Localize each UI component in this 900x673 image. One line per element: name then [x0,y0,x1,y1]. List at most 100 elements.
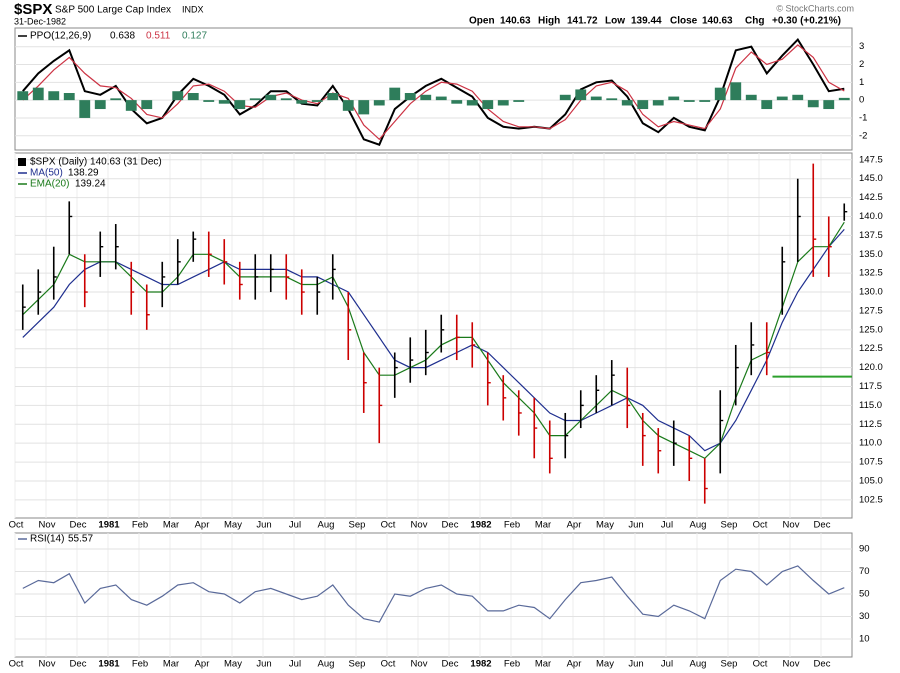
histogram-bar [110,98,122,101]
legend-title: PPO(12,26,9) [30,31,91,42]
histogram-bar [32,87,44,101]
histogram-bar [606,98,618,101]
x-tick-label: Jun [628,520,643,531]
y-tick-label: 120.0 [859,362,883,373]
x-tick-label: Aug [318,520,335,531]
histogram-bar [621,100,633,106]
histogram-bar [420,94,432,101]
x-tick-label: Sep [349,659,366,670]
histogram-bar [125,100,137,111]
x-tick-label: Jun [256,520,271,531]
x-tick-label: Mar [163,520,179,531]
x-tick-label: Mar [163,659,179,670]
y-tick-label: 102.5 [859,494,883,505]
x-tick-label: 1982 [470,520,491,531]
y-tick-label: 135.0 [859,249,883,260]
x-tick-label: Jul [661,659,673,670]
y-tick-label: 0 [859,95,864,106]
histogram-bar [590,96,602,101]
x-tick-label: Apr [567,520,582,531]
x-tick-label: 1981 [98,659,120,670]
x-tick-label: Nov [39,659,56,670]
histogram-bar [575,89,587,101]
x-tick-label: Jun [628,659,643,670]
x-tick-label: Aug [690,520,707,531]
quote-label: Open [469,16,495,27]
histogram-bar [807,100,819,108]
x-tick-label: Dec [814,520,831,531]
histogram-bar [94,100,106,110]
copyright: © StockCharts.com [776,3,854,13]
x-tick-label: Aug [690,659,707,670]
histogram-bar [637,100,649,110]
y-tick-label: 50 [859,589,870,600]
histogram-bar [792,94,804,101]
x-tick-label: May [596,520,614,531]
histogram-bar [513,100,525,102]
y-tick-label: 122.5 [859,343,883,354]
y-tick-label: 132.5 [859,268,883,279]
x-tick-label: Mar [535,520,551,531]
y-tick-label: 137.5 [859,230,883,241]
y-tick-label: 1 [859,77,864,88]
x-tick-label: Apr [195,659,210,670]
legend-value: 138.29 [68,168,99,179]
y-tick-label: 115.0 [859,400,882,411]
histogram-bar [265,94,277,101]
x-tick-label: Jul [289,520,301,531]
date: 31-Dec-1982 [14,16,66,26]
x-tick-label: Oct [753,520,768,531]
quote-value: 140.63 [500,16,531,27]
histogram-bar [63,93,75,101]
legend-value: 139.24 [75,179,106,190]
y-tick-label: 140.0 [859,211,883,222]
histogram-bar [559,94,571,101]
y-tick-label: 142.5 [859,192,883,203]
exchange: INDX [182,4,204,14]
quote-value: 140.63 [702,16,733,27]
x-tick-label: Dec [70,520,87,531]
histogram-bar [404,93,416,101]
histogram-bar [451,100,463,104]
overlay-line [22,221,845,460]
histogram-bar [327,93,339,101]
x-tick-label: Oct [381,659,396,670]
symbol: $SPX [14,1,52,18]
legend-swatch [18,158,26,166]
x-tick-label: Jul [661,520,673,531]
quote-value: +0.30 (+0.21%) [772,16,841,27]
x-tick-label: Dec [442,659,459,670]
panel [14,152,853,519]
histogram-bar [141,100,153,110]
panel [14,27,853,151]
x-tick-label: Sep [721,520,738,531]
histogram-bar [761,100,773,110]
histogram-bar [435,96,447,101]
x-tick-label: Nov [783,520,800,531]
x-tick-label: Oct [9,659,24,670]
panel [14,532,853,658]
histogram-bar [203,100,215,102]
histogram-bar [652,100,664,106]
x-tick-label: Nov [783,659,800,670]
x-tick-label: Nov [411,520,428,531]
histogram-bar [172,91,184,101]
y-tick-label: 10 [859,634,870,645]
legend-value: 0.638 [110,31,135,42]
histogram-bar [79,100,91,118]
histogram-bar [699,100,711,102]
histogram-bar [358,100,370,115]
x-tick-label: Aug [318,659,335,670]
x-tick-label: Feb [504,520,520,531]
histogram-bar [280,98,292,101]
overlay-line [22,228,845,452]
x-tick-label: Apr [567,659,582,670]
quote-label: High [538,16,560,27]
x-tick-label: May [224,520,242,531]
histogram-bar [714,87,726,101]
histogram-bar [187,93,199,101]
legend-value: 0.127 [182,31,207,42]
y-tick-label: 117.5 [859,381,882,392]
histogram-bar [48,91,60,101]
